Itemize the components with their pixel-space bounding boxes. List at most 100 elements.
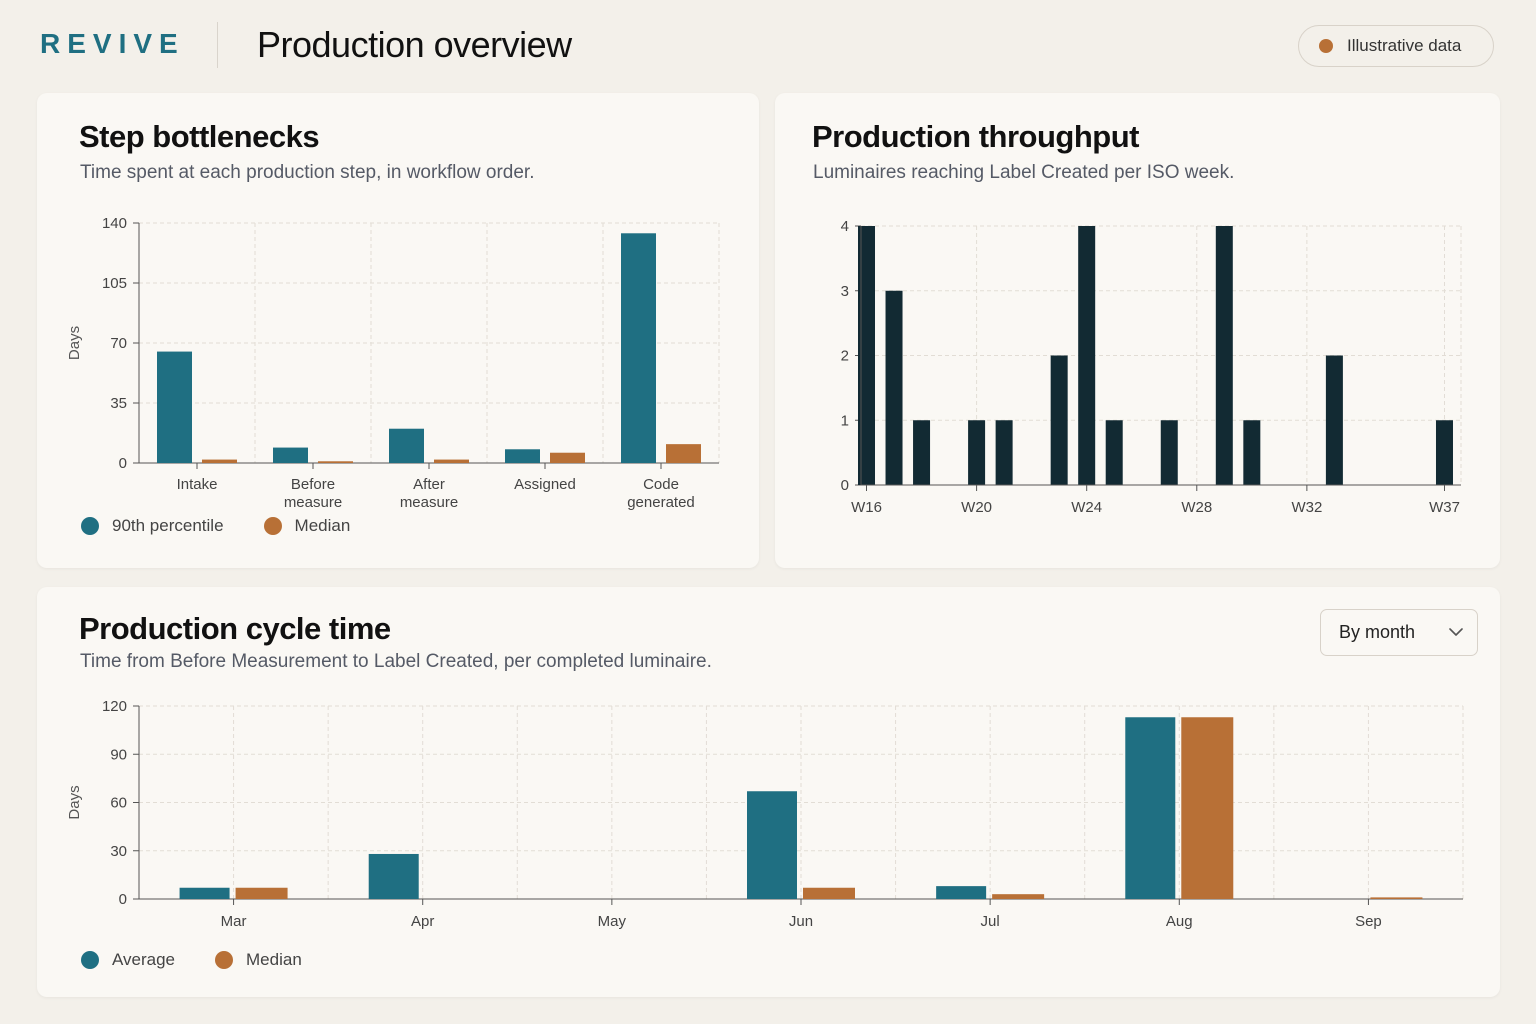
status-dot-icon	[1319, 39, 1333, 53]
bar-average	[179, 887, 230, 899]
period-dropdown[interactable]: By month	[1320, 609, 1478, 656]
production-cycle-time-chart: 0 30 60 90 120 Days Mar Apr May Jun Jul Aug Sep	[66, 698, 1464, 930]
chevron-down-icon	[1449, 628, 1463, 636]
legend-label: Average	[112, 950, 176, 969]
production-throughput-card: Production throughput Luminaires reachin…	[775, 93, 1500, 568]
bar-median	[318, 461, 353, 463]
x-tick-label: Aug	[1166, 913, 1193, 930]
x-tick-label: Jun	[789, 913, 813, 930]
page-title: Production overview	[257, 24, 572, 65]
y-tick-label: 2	[841, 348, 849, 365]
bar-90th-percentile	[273, 447, 308, 463]
x-tick-label: Mar	[221, 913, 247, 930]
x-tick-label: measure	[284, 494, 342, 511]
x-tick-label: Before	[291, 476, 335, 493]
card-subtitle: Luminaires reaching Label Created per IS…	[813, 162, 1235, 183]
illustrative-data-badge: Illustrative data	[1298, 25, 1494, 67]
legend-swatch	[263, 517, 282, 535]
y-tick-label: 35	[110, 395, 127, 412]
x-tick-label: Sep	[1355, 913, 1382, 930]
y-tick-label: 70	[110, 335, 127, 352]
y-tick-label: 140	[102, 215, 127, 232]
bar-average	[1125, 717, 1176, 899]
bar-median	[434, 459, 469, 463]
legend-swatch	[81, 517, 99, 535]
app-header: REVIVE Production overview Illustrative …	[0, 0, 1536, 92]
card-title: Step bottlenecks	[79, 119, 320, 154]
bar-average	[936, 886, 987, 899]
x-tick-label: Apr	[411, 913, 434, 930]
bar-weekly-throughput	[968, 420, 986, 485]
x-tick-label: Assigned	[514, 476, 576, 493]
bar-weekly-throughput	[1325, 355, 1343, 485]
x-tick-label: W24	[1071, 499, 1102, 516]
x-tick-label: W32	[1291, 499, 1322, 516]
y-tick-label: 105	[102, 275, 127, 292]
bar-weekly-throughput	[995, 420, 1013, 485]
bar-weekly-throughput	[1078, 226, 1096, 485]
legend-swatch	[81, 951, 99, 969]
x-tick-label: Jul	[981, 913, 1000, 930]
y-axis-label: Days	[66, 785, 83, 819]
bar-weekly-throughput	[913, 420, 931, 485]
x-tick-label: W28	[1181, 499, 1212, 516]
y-tick-label: 90	[110, 746, 127, 763]
y-tick-label: 0	[119, 455, 127, 472]
step-bottlenecks-card: Step bottlenecks Time spent at each prod…	[37, 93, 759, 568]
legend-swatch	[215, 951, 234, 969]
x-tick-label: measure	[400, 494, 458, 511]
bar-weekly-throughput	[1105, 420, 1123, 485]
legend-label: Median	[246, 950, 302, 969]
y-tick-label: 30	[110, 843, 127, 860]
y-tick-label: 60	[110, 795, 127, 812]
bar-90th-percentile	[389, 428, 424, 463]
y-axis-label: Days	[66, 326, 83, 360]
bar-weekly-throughput	[885, 290, 903, 485]
x-tick-label: W20	[961, 499, 992, 516]
bar-median	[202, 459, 237, 463]
bar-weekly-throughput	[1215, 226, 1233, 485]
y-tick-label: 3	[841, 283, 849, 300]
x-tick-label: W37	[1429, 499, 1460, 516]
bar-90th-percentile	[157, 351, 192, 463]
chart-legend: 90th percentile Median	[81, 516, 390, 536]
production-throughput-chart: 0 1 2 3 4 W16 W20 W24 W28 W32 W37	[841, 218, 1462, 516]
card-subtitle: Time from Before Measurement to Label Cr…	[80, 651, 712, 672]
bar-weekly-throughput	[858, 226, 876, 485]
bar-median	[1370, 897, 1423, 899]
y-tick-label: 120	[102, 698, 127, 715]
y-tick-label: 0	[119, 891, 127, 908]
chart-legend: Average Median	[81, 950, 342, 970]
x-tick-label: May	[598, 913, 627, 930]
y-tick-label: 4	[841, 218, 849, 235]
legend-item-90th-percentile[interactable]: 90th percentile	[81, 516, 224, 536]
bar-90th-percentile	[621, 233, 656, 463]
x-tick-label: Code	[643, 476, 679, 493]
brand-logo[interactable]: REVIVE	[40, 28, 185, 59]
bar-average	[368, 853, 419, 899]
legend-label: 90th percentile	[112, 516, 224, 535]
bar-median	[1181, 717, 1234, 899]
bar-median	[992, 894, 1045, 899]
bar-weekly-throughput	[1243, 420, 1261, 485]
production-cycle-time-card: Production cycle time Time from Before M…	[37, 587, 1500, 997]
bar-median	[550, 452, 585, 463]
y-tick-label: 1	[841, 412, 849, 429]
x-tick-label: Intake	[177, 476, 218, 493]
legend-item-median[interactable]: Median	[215, 950, 302, 970]
bar-90th-percentile	[505, 449, 540, 463]
x-tick-label: generated	[627, 494, 695, 511]
bar-median	[803, 887, 855, 899]
legend-item-average[interactable]: Average	[81, 950, 175, 970]
header-divider	[217, 22, 218, 68]
y-tick-label: 0	[841, 477, 849, 494]
legend-item-median[interactable]: Median	[263, 516, 351, 536]
bar-weekly-throughput	[1050, 355, 1068, 485]
bar-median	[235, 887, 288, 899]
legend-label: Median	[294, 516, 351, 535]
x-tick-label: W16	[851, 499, 882, 516]
card-title: Production cycle time	[79, 611, 391, 646]
x-tick-label: After	[413, 476, 445, 493]
card-title: Production throughput	[812, 119, 1139, 154]
bar-weekly-throughput	[1160, 420, 1178, 485]
